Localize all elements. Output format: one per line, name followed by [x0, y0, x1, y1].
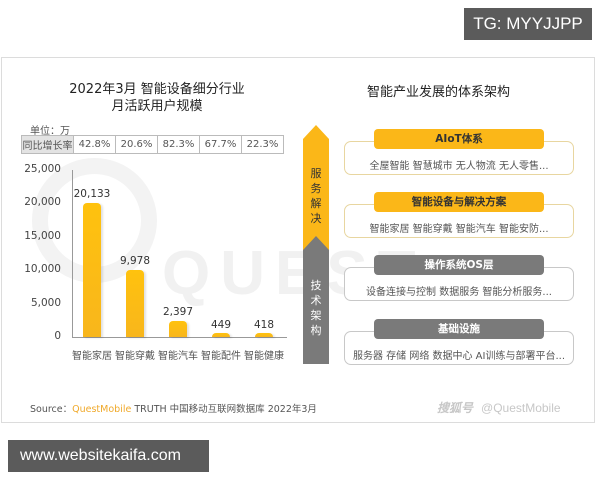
- growth-rate-cell: 22.3%: [241, 135, 284, 154]
- bar-value-label: 449: [210, 319, 232, 331]
- y-tick-label: 20,000: [24, 196, 61, 208]
- bar-value-label: 9,978: [119, 255, 151, 267]
- growth-rate-cell: 42.8%: [73, 135, 116, 154]
- service-solution-label: 服 务 解 决: [303, 166, 329, 226]
- chart-title: 2022年3月 智能设备细分行业 月活跃用户规模: [42, 81, 272, 115]
- x-category-label: 智能家居: [72, 351, 112, 362]
- x-category-label: 智能健康: [244, 351, 284, 362]
- arrow-char: 术: [310, 294, 322, 307]
- layer-aiot-items: 全屋智能 智慧城市 无人物流 无人零售...: [369, 161, 549, 172]
- growth-rate-table: 同比增长率 42.8% 20.6% 82.3% 67.7% 22.3%: [21, 135, 284, 154]
- source-note: Source：QuestMobile TRUTH 中国移动互联网数据库 2022…: [30, 401, 317, 415]
- y-tick-label: 10,000: [24, 263, 61, 275]
- growth-rate-row: 同比增长率 42.8% 20.6% 82.3% 67.7% 22.3%: [21, 135, 284, 154]
- layer-devices-header: 智能设备与解决方案: [374, 192, 544, 212]
- layer-os-header: 操作系统OS层: [374, 255, 544, 275]
- arrow-char: 服: [310, 167, 322, 180]
- tg-watermark-badge: TG: MYYJJPP: [464, 8, 592, 40]
- service-solution-arrow: [303, 125, 329, 250]
- credit-watermark: 搜狐号 @QuestMobile: [437, 399, 561, 416]
- arrow-char: 务: [310, 182, 322, 195]
- layer-infra-header: 基础设施: [374, 319, 544, 339]
- infographic-card: QUEST 2022年3月 智能设备细分行业 月活跃用户规模 单位：万 同比增长…: [1, 57, 595, 423]
- layer-os-items: 设备连接与控制 数据服务 智能分析服务...: [366, 287, 552, 298]
- architecture-title: 智能产业发展的体系架构: [367, 85, 511, 100]
- growth-rate-cell: 82.3%: [157, 135, 200, 154]
- bar-value-label: 20,133: [73, 188, 111, 200]
- layer-aiot-header: AIoT体系: [374, 129, 544, 149]
- x-category-label: 智能穿戴: [115, 351, 155, 362]
- credit-handle: @QuestMobile: [481, 401, 561, 415]
- layer-infra-items: 服务器 存储 网络 数据中心 AI训练与部署平台...: [352, 351, 566, 362]
- y-tick-label: 5,000: [30, 297, 61, 309]
- x-category-label: 智能汽车: [158, 351, 198, 362]
- tech-architecture-arrow: [303, 232, 329, 364]
- bar-smart-car: [169, 321, 187, 337]
- bar-smart-home: [83, 203, 101, 337]
- bar-smart-health: [255, 333, 273, 337]
- bar-smart-wearable: [126, 270, 144, 337]
- y-tick-label: 0: [54, 330, 61, 342]
- source-brand: QuestMobile: [72, 404, 132, 415]
- y-tick-label: 25,000: [24, 163, 61, 175]
- source-text: TRUTH 中国移动互联网数据库 2022年3月: [131, 404, 317, 415]
- arrow-char: 技: [310, 279, 322, 292]
- x-axis-line: [72, 337, 287, 338]
- chart-title-line2: 月活跃用户规模: [111, 99, 203, 114]
- arrow-char: 架: [310, 309, 322, 322]
- growth-rate-cell: 67.7%: [199, 135, 242, 154]
- y-tick-label: 15,000: [24, 230, 61, 242]
- source-prefix: Source：: [30, 404, 73, 415]
- unit-label: 单位：万: [30, 126, 70, 137]
- x-category-label: 智能配件: [201, 351, 241, 362]
- tech-architecture-label: 技 术 架 构: [303, 278, 329, 338]
- arrow-char: 解: [310, 197, 322, 210]
- y-axis-line: [72, 170, 73, 338]
- layer-devices-items: 智能家居 智能穿戴 智能汽车 智能安防...: [369, 224, 549, 235]
- arrow-char: 决: [310, 212, 322, 225]
- growth-rate-header: 同比增长率: [21, 135, 74, 154]
- bar-smart-accessory: [212, 333, 230, 337]
- bar-value-label: 2,397: [162, 306, 194, 318]
- growth-rate-cell: 20.6%: [115, 135, 158, 154]
- site-watermark-badge: www.websitekaifa.com: [8, 440, 209, 472]
- chart-title-line1: 2022年3月 智能设备细分行业: [69, 82, 245, 97]
- arrow-char: 构: [310, 324, 322, 337]
- sohu-logo-icon: 搜狐号: [437, 401, 474, 415]
- bar-value-label: 418: [253, 319, 275, 331]
